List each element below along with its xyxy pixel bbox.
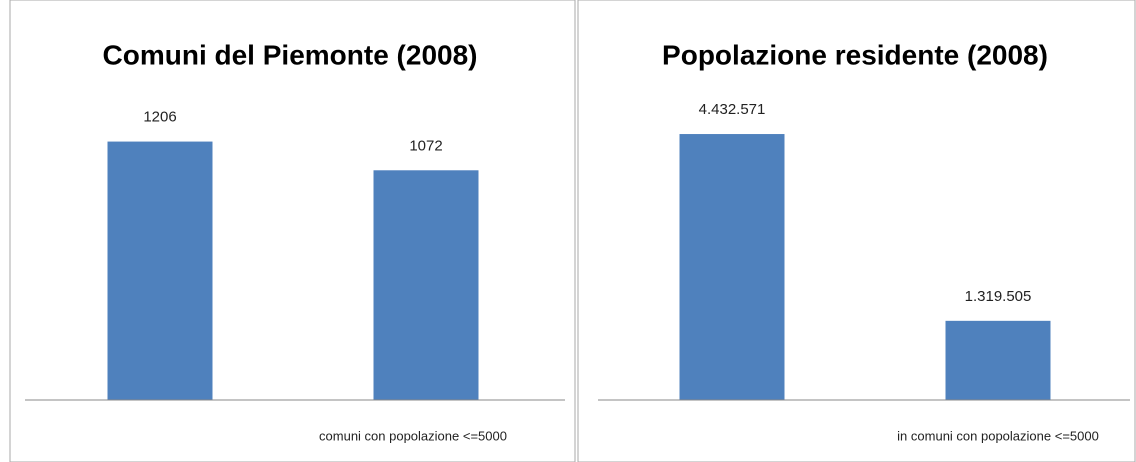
bar	[945, 320, 1051, 400]
data-label: 1.319.505	[965, 288, 1032, 305]
data-label: 4.432.571	[699, 101, 766, 118]
bar	[107, 141, 213, 401]
panel-frame	[577, 0, 1136, 462]
x-tick-label: comuni con popolazione <=5000	[319, 428, 507, 443]
panel-frame	[9, 0, 576, 462]
chart-title: Popolazione residente (2008)	[662, 39, 1048, 70]
chart-title: Comuni del Piemonte (2008)	[103, 39, 478, 70]
data-label: 1206	[143, 109, 176, 126]
x-tick-label: in comuni con popolazione <=5000	[897, 428, 1099, 443]
bar	[679, 134, 785, 400]
bar	[373, 170, 479, 400]
data-label: 1072	[409, 137, 442, 154]
